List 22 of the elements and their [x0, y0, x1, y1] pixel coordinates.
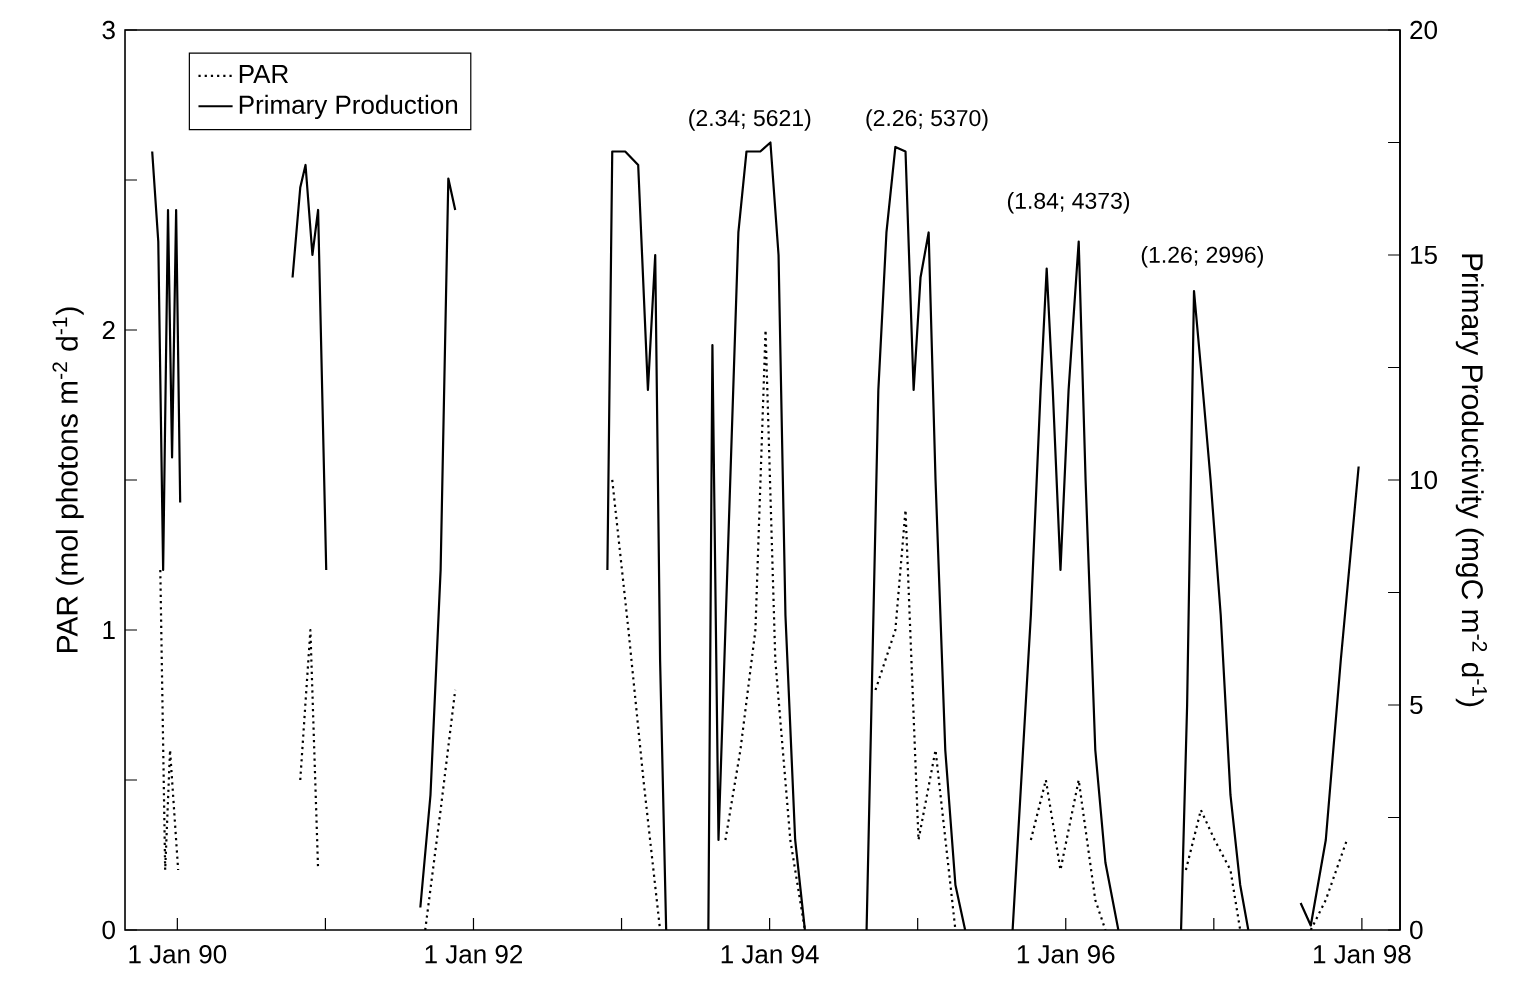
annotation: (1.26; 2996)	[1141, 246, 1263, 268]
y2-axis-title: Primary Productivity (mgC m$^{-2}$ d$^{-1}$)	[1455, 254, 1488, 707]
annotation: (1.84; 4373)	[1007, 192, 1130, 214]
y2-tick-label: 5	[1410, 695, 1423, 715]
legend-label: PAR	[239, 65, 289, 83]
annotation: (2.26; 5370)	[866, 109, 988, 131]
y2-tick-label: 15	[1411, 245, 1437, 265]
y-tick-label: 3	[102, 20, 115, 40]
x-tick-label: 1 Jan 90	[129, 945, 227, 964]
y2-tick-label: 20	[1410, 20, 1437, 40]
legend-label: Primary Production	[239, 94, 458, 120]
x-tick-label: 1 Jan 94	[721, 945, 819, 964]
y2-tick-label: 10	[1411, 470, 1437, 490]
x-tick-label: 1 Jan 96	[1017, 945, 1115, 964]
y2-tick-label: 0	[1410, 920, 1423, 940]
annotation: (2.34; 5621)	[689, 109, 811, 131]
x-tick-label: 1 Jan 98	[1313, 945, 1411, 964]
y-tick-label: 2	[102, 320, 115, 340]
y-tick-label: 1	[103, 621, 115, 639]
y-axis-title: PAR (mol photons m$^{-2}$ d$^{-1}$)	[52, 307, 84, 652]
y-tick-label: 0	[102, 920, 115, 940]
x-tick-label: 1 Jan 92	[425, 945, 522, 964]
